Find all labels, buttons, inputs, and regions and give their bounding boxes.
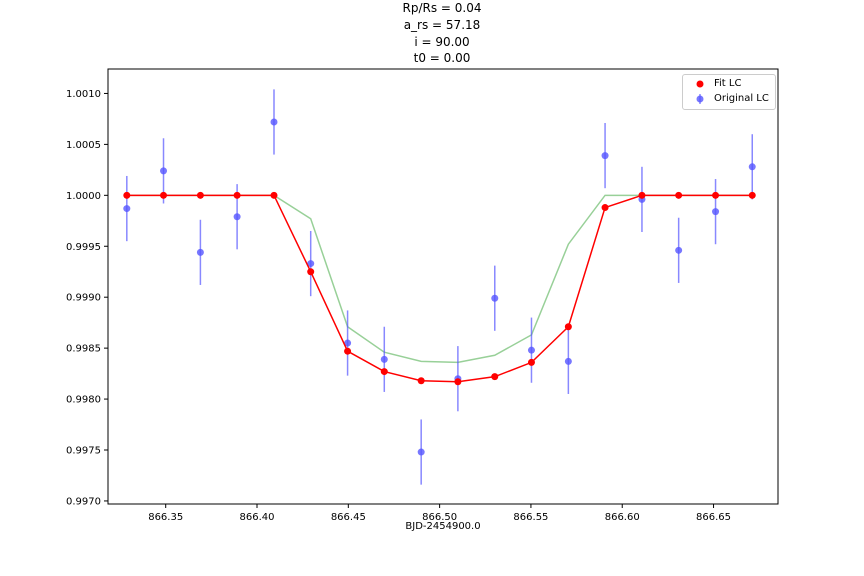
original-lc-point xyxy=(123,205,131,213)
title-line-rp-rs: Rp/Rs = 0.04 xyxy=(402,1,482,15)
original-lc-point xyxy=(270,118,278,126)
fit-lc-point xyxy=(270,191,278,199)
fit-lc-point xyxy=(564,323,572,331)
legend-marker-fit xyxy=(696,80,704,88)
x-tick-label: 866.65 xyxy=(696,512,731,523)
legend-label-original: Original LC xyxy=(714,93,769,104)
fit-lc-line xyxy=(126,194,753,383)
fit-lc-series xyxy=(123,191,756,386)
y-tick-label: 1.0005 xyxy=(66,140,101,151)
original-lc-point xyxy=(380,355,388,363)
fit-lc-point xyxy=(748,191,756,199)
fit-lc-point xyxy=(307,268,315,276)
fit-lc-point xyxy=(160,191,168,199)
x-axis-label: BJD-2454900.0 xyxy=(405,521,481,532)
fit-lc-point xyxy=(196,191,204,199)
title-line-t0: t0 = 0.00 xyxy=(413,51,471,65)
x-tick-label: 866.40 xyxy=(240,512,275,523)
y-tick-label: 0.9975 xyxy=(66,446,101,457)
legend-label-fit: Fit LC xyxy=(714,78,742,89)
fit-lc-point xyxy=(675,191,683,199)
x-tick-label: 866.60 xyxy=(605,512,640,523)
fit-lc-point xyxy=(417,377,425,385)
fit-lc-point xyxy=(233,191,241,199)
y-tick-label: 0.9970 xyxy=(66,496,101,507)
original-lc-point xyxy=(491,294,499,302)
x-tick-label: 866.55 xyxy=(513,512,548,523)
original-lc-point xyxy=(233,213,241,221)
fit-lc-point xyxy=(344,347,352,355)
fit-lc-point xyxy=(527,358,535,366)
original-lc-point xyxy=(344,339,352,347)
original-lc-point xyxy=(675,246,683,254)
plot-area xyxy=(107,68,779,505)
fit-lc-point xyxy=(380,368,388,376)
original-lc-point xyxy=(307,260,315,268)
x-tick-label: 866.45 xyxy=(331,512,366,523)
original-lc-point xyxy=(160,167,168,175)
legend-item-fit: Fit LC xyxy=(683,77,775,91)
x-axis: 866.35 866.40 866.45 866.50 866.55 866.60 866.… xyxy=(148,504,731,523)
fit-lc-point xyxy=(712,191,720,199)
original-lc-point xyxy=(601,152,609,160)
original-lc-point xyxy=(527,346,535,354)
original-lc-point xyxy=(564,357,572,365)
fit-lc-point xyxy=(491,373,499,381)
original-lc-point xyxy=(748,163,756,171)
legend-marker-original xyxy=(696,94,704,104)
original-lc-point xyxy=(712,208,720,216)
x-tick-label: 866.35 xyxy=(148,512,183,523)
title-line-inclination: i = 90.00 xyxy=(414,35,470,49)
original-lc-point xyxy=(196,248,204,256)
legend-item-original: Original LC xyxy=(683,92,775,106)
y-tick-label: 1.0000 xyxy=(66,191,101,202)
y-tick-label: 0.9980 xyxy=(66,395,101,406)
x-tick-label: 866.50 xyxy=(422,512,457,523)
legend: Fit LC Original LC xyxy=(682,74,776,110)
y-axis: 0.9970 0.9975 0.9980 0.9985 0.9990 0.9995 1.00… xyxy=(66,89,108,507)
y-tick-label: 0.9985 xyxy=(66,344,101,355)
original-lc-point xyxy=(417,448,425,456)
y-tick-label: 0.9995 xyxy=(66,242,101,253)
title-line-a-rs: a_rs = 57.18 xyxy=(403,18,481,32)
original-lc-series xyxy=(123,89,756,485)
y-tick-label: 1.0010 xyxy=(66,89,101,100)
fit-lc-point xyxy=(454,378,462,386)
y-tick-label: 0.9990 xyxy=(66,293,101,304)
fit-lc-point xyxy=(601,204,609,212)
fit-lc-point xyxy=(638,191,646,199)
fit-lc-point xyxy=(123,191,131,199)
